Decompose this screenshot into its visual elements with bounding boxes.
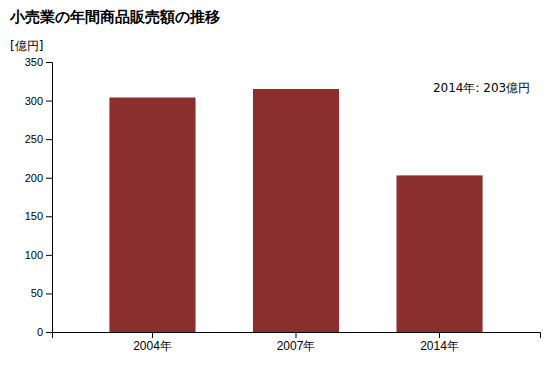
y-tick: 100 bbox=[25, 249, 52, 261]
x-tick: 2007年 bbox=[277, 332, 316, 353]
y-tick-mark bbox=[46, 178, 52, 179]
x-tick-mark bbox=[152, 332, 153, 338]
y-tick-mark bbox=[46, 332, 52, 333]
bar bbox=[253, 89, 339, 332]
y-tick-mark bbox=[46, 139, 52, 140]
bar bbox=[396, 175, 482, 332]
x-tick-label: 2014年 bbox=[420, 339, 459, 353]
title: 小売業の年間商品販売額の推移 bbox=[9, 8, 220, 26]
y-tick-mark bbox=[46, 216, 52, 217]
y-tick: 250 bbox=[25, 133, 52, 145]
y-tick-label: 350 bbox=[25, 56, 43, 68]
bar bbox=[109, 97, 195, 332]
y-tick-label: 50 bbox=[31, 287, 43, 299]
chart: 0 50 100 150 200 250 300 350 2004年 2007年 2014年 2014… bbox=[0, 0, 560, 366]
x-tick-mark bbox=[439, 332, 440, 338]
x-tick-mark bbox=[296, 332, 297, 338]
annotation: 2014年: 203億円 bbox=[433, 81, 530, 95]
y-tick: 0 bbox=[37, 326, 52, 338]
y-tick-label: 200 bbox=[25, 172, 43, 184]
y-tick-mark bbox=[46, 255, 52, 256]
plot: 0 50 100 150 200 250 300 350 2004年 2007年 2014年 2014… bbox=[25, 56, 541, 353]
y-tick-mark bbox=[46, 293, 52, 294]
x-tick-label: 2007年 bbox=[277, 339, 316, 353]
y-tick-label: 150 bbox=[25, 210, 43, 222]
y-tick: 350 bbox=[25, 56, 52, 68]
y-tick-label: 0 bbox=[37, 326, 43, 338]
x-tick: 2014年 bbox=[420, 332, 459, 353]
x-tick-label: 2004年 bbox=[133, 339, 172, 353]
y-tick-label: 100 bbox=[25, 249, 43, 261]
y-tick: 50 bbox=[31, 287, 52, 299]
y-tick-label: 250 bbox=[25, 133, 43, 145]
y-tick: 150 bbox=[25, 210, 52, 222]
x-tick: 2004年 bbox=[133, 332, 172, 353]
y-axis: 0 50 100 150 200 250 300 350 bbox=[25, 56, 53, 338]
x-axis: 2004年 2007年 2014年 bbox=[53, 332, 541, 353]
y-tick-mark bbox=[46, 62, 52, 63]
bars bbox=[109, 89, 482, 332]
y-tick: 200 bbox=[25, 172, 52, 184]
y-axis-line bbox=[46, 63, 53, 333]
y-axis-label: [億円] bbox=[10, 39, 43, 53]
y-tick-mark bbox=[46, 101, 52, 102]
y-tick-label: 300 bbox=[25, 95, 43, 107]
x-axis-line bbox=[53, 333, 541, 339]
y-tick: 300 bbox=[25, 95, 52, 107]
